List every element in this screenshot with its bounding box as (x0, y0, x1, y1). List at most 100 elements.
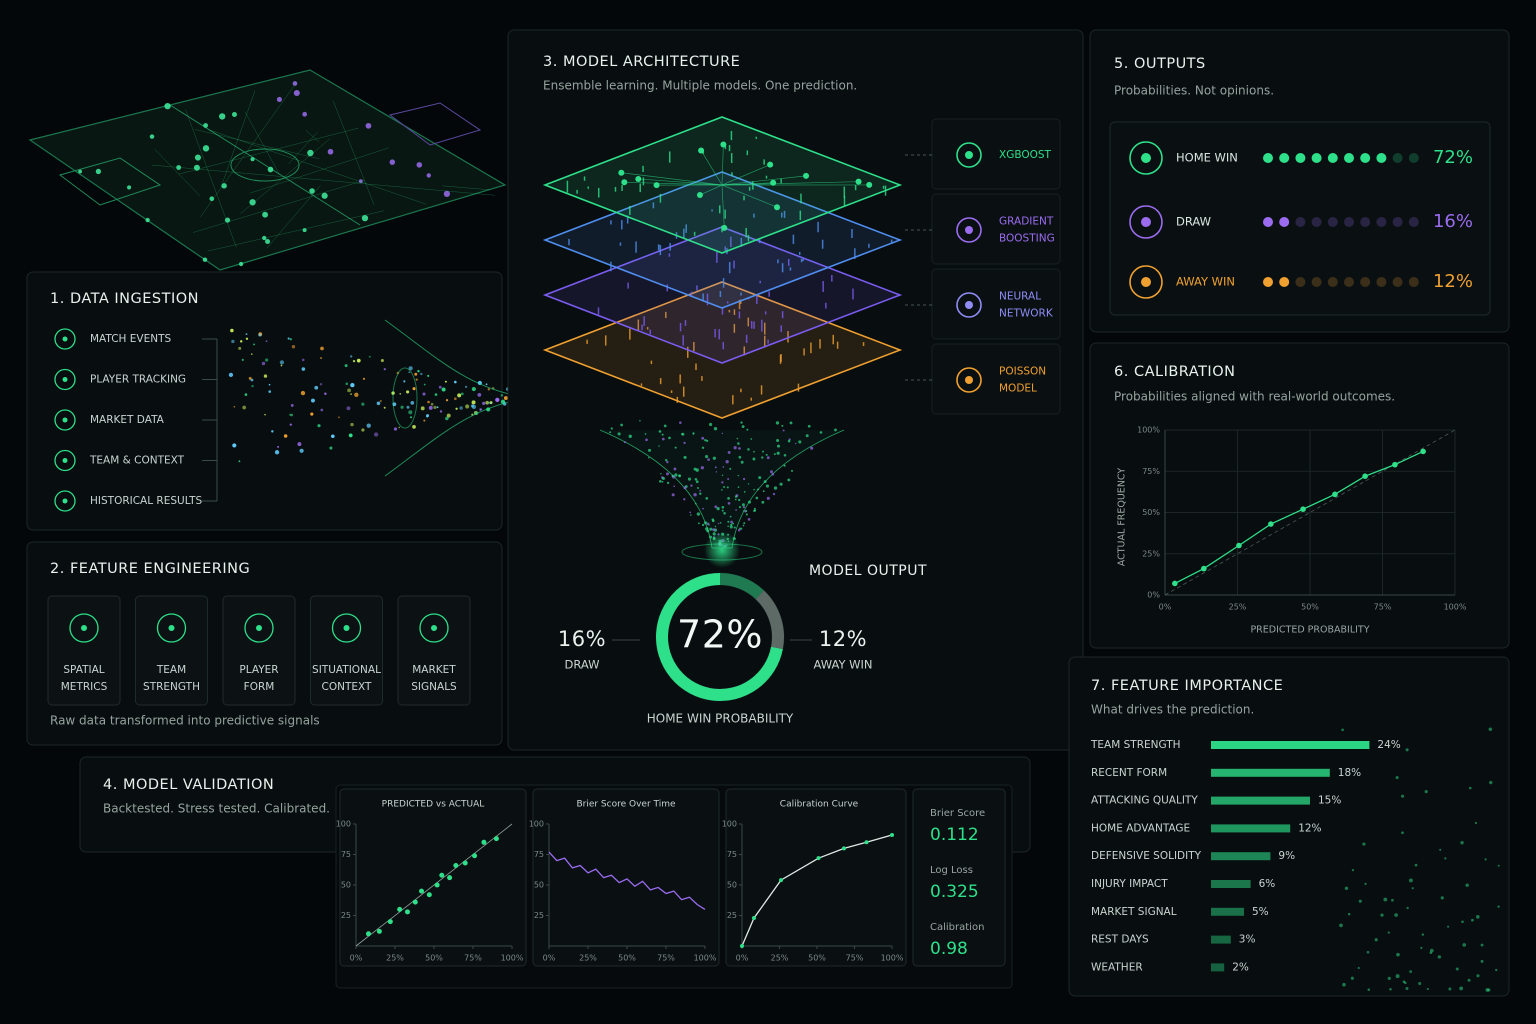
layer-signal (884, 185, 887, 196)
y-tick-label: 25 (534, 911, 544, 920)
particle (362, 377, 365, 380)
source-icon (54, 368, 76, 391)
metric-value: 0.98 (930, 939, 968, 959)
funnel-particle (805, 434, 809, 438)
particle (438, 385, 442, 389)
pitch-player (127, 185, 132, 190)
pitch-player (145, 217, 150, 223)
source-label: HISTORICAL RESULTS (90, 495, 203, 507)
data-point (447, 875, 453, 881)
model-name: NEURAL (999, 291, 1041, 303)
network-edge (699, 184, 723, 196)
funnel-particle (742, 505, 746, 509)
funnel-particle (716, 506, 720, 511)
layer-signal (843, 186, 846, 198)
data-point (365, 931, 371, 937)
funnel-particle (609, 431, 612, 434)
layer-signal (641, 324, 643, 331)
data-point (740, 944, 744, 948)
network-dot (1395, 776, 1399, 780)
data-point (1392, 461, 1398, 468)
funnel-particle (762, 490, 765, 493)
layer-signal (690, 291, 693, 296)
y-tick-label: 100% (1137, 426, 1160, 435)
particle (420, 372, 423, 376)
particle (495, 397, 500, 403)
content: 1. DATA INGESTION MATCH EVENTS PLAYER TRAC… (50, 54, 1473, 973)
funnel-particle (738, 498, 741, 502)
funnel-particle (765, 453, 768, 456)
funnel-particle (645, 438, 648, 442)
probability-dot (1376, 277, 1387, 287)
funnel-particle (735, 509, 737, 511)
layer-signal (780, 178, 782, 184)
pitch-link (200, 81, 297, 217)
particle (482, 401, 486, 405)
probability-dot (1263, 217, 1273, 227)
funnel-particle (628, 434, 632, 438)
funnel-particle (727, 520, 730, 523)
probability-dot (1279, 153, 1290, 163)
pitch-player (267, 166, 274, 173)
particle (408, 366, 413, 371)
feature-icon (156, 613, 187, 643)
pitch-link (193, 179, 365, 233)
network-dot (1420, 946, 1423, 949)
panel-caption: Raw data transformed into predictive sig… (50, 714, 320, 728)
funnel-particle (723, 486, 726, 488)
particle (361, 402, 365, 406)
metric-label: Brier Score (930, 808, 985, 819)
pitch-player (358, 179, 363, 184)
network-dot (1429, 951, 1433, 955)
feature-name: INJURY IMPACT (1091, 878, 1168, 890)
pitch-link (442, 185, 490, 191)
funnel-particle (683, 498, 686, 501)
x-tick-label: 25% (386, 954, 404, 963)
pitch-link (154, 149, 201, 197)
layer-signal (566, 180, 569, 193)
funnel-particle (776, 451, 780, 455)
funnel-particle (810, 446, 814, 450)
particle (503, 396, 508, 400)
pitch-player (202, 145, 210, 152)
layer-signal (722, 278, 725, 288)
layer-signal (646, 327, 649, 330)
pitch-player (203, 123, 209, 128)
layer-signal (852, 288, 854, 300)
layer-signal (732, 395, 734, 405)
pitch-link (220, 90, 256, 187)
funnel-particle (787, 439, 791, 443)
model-layer (542, 281, 903, 419)
feature-icon (419, 613, 449, 643)
network-dot (1488, 727, 1493, 732)
funnel-particle (696, 512, 701, 516)
network-dot (1465, 883, 1469, 887)
panel-subtitle: Backtested. Stress tested. Calibrated. (103, 802, 330, 816)
layer-signal (706, 293, 709, 306)
x-tick-label: 25% (579, 954, 597, 963)
metric-label: Calibration (930, 922, 984, 933)
funnel-particle (674, 473, 678, 477)
layer-signal (797, 383, 800, 392)
funnel-particle (729, 467, 732, 470)
pitch-player (302, 111, 308, 117)
layer-signal (719, 291, 722, 297)
probability-dot (1360, 217, 1371, 227)
probability-dot (1360, 277, 1371, 287)
data-point (419, 888, 425, 894)
funnel-particle (708, 524, 710, 526)
pitch-player (221, 183, 227, 189)
layer-signal (780, 212, 783, 218)
particle (299, 448, 304, 453)
network-dot (1489, 780, 1493, 785)
funnel-particle (729, 515, 732, 518)
particle (403, 380, 406, 383)
funnel-particle (715, 471, 718, 473)
funnel-particle (721, 432, 724, 435)
model-name: NETWORK (999, 308, 1054, 320)
funnel-particle (737, 528, 741, 532)
layer-signal (792, 234, 795, 244)
particle (445, 399, 449, 402)
funnel-particle (783, 464, 786, 467)
funnel-particle (661, 480, 664, 483)
